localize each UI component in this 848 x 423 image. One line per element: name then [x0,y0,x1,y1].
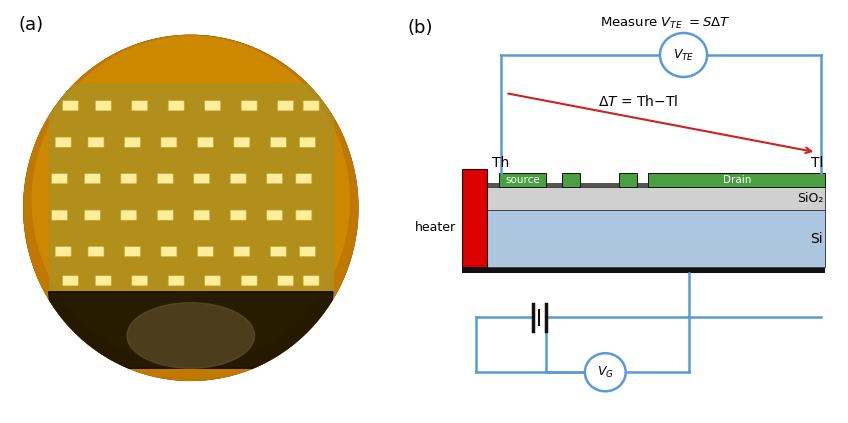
FancyBboxPatch shape [619,173,637,187]
Text: (a): (a) [19,16,44,33]
FancyBboxPatch shape [95,101,111,111]
Text: $V_{TE}$: $V_{TE}$ [672,47,695,63]
FancyBboxPatch shape [95,276,111,286]
FancyBboxPatch shape [120,210,137,220]
Circle shape [585,353,626,391]
FancyBboxPatch shape [462,183,825,187]
FancyBboxPatch shape [88,247,104,257]
FancyBboxPatch shape [230,173,246,184]
Polygon shape [48,292,333,368]
FancyBboxPatch shape [299,247,315,257]
FancyBboxPatch shape [649,173,825,187]
Text: Si: Si [811,232,823,246]
Text: (b): (b) [408,19,433,37]
FancyBboxPatch shape [277,101,293,111]
Circle shape [660,33,707,77]
FancyBboxPatch shape [157,173,173,184]
FancyBboxPatch shape [462,210,825,267]
Text: Tl: Tl [811,156,823,170]
FancyBboxPatch shape [499,173,546,187]
FancyBboxPatch shape [296,210,312,220]
Text: $V_G$: $V_G$ [597,365,614,380]
FancyBboxPatch shape [63,276,79,286]
FancyBboxPatch shape [52,210,68,220]
FancyBboxPatch shape [84,210,100,220]
Text: Drain: Drain [722,175,751,185]
FancyBboxPatch shape [296,173,312,184]
FancyBboxPatch shape [562,173,580,187]
FancyBboxPatch shape [271,247,287,257]
FancyBboxPatch shape [271,137,287,147]
Polygon shape [8,29,373,394]
FancyBboxPatch shape [241,276,257,286]
FancyBboxPatch shape [55,137,71,147]
FancyBboxPatch shape [193,173,209,184]
FancyBboxPatch shape [266,210,282,220]
Polygon shape [48,84,333,292]
FancyBboxPatch shape [157,210,173,220]
FancyBboxPatch shape [125,137,141,147]
FancyBboxPatch shape [204,276,220,286]
FancyBboxPatch shape [52,173,68,184]
FancyBboxPatch shape [168,101,184,111]
FancyBboxPatch shape [303,276,319,286]
FancyBboxPatch shape [303,101,319,111]
FancyBboxPatch shape [198,137,214,147]
FancyBboxPatch shape [234,137,250,147]
FancyBboxPatch shape [55,247,71,257]
FancyBboxPatch shape [193,210,209,220]
FancyBboxPatch shape [462,169,488,267]
Text: heater: heater [415,221,455,233]
FancyBboxPatch shape [88,137,104,147]
FancyBboxPatch shape [125,247,141,257]
FancyBboxPatch shape [234,247,250,257]
Text: source: source [505,175,540,185]
FancyBboxPatch shape [230,210,246,220]
Text: Measure $V_{TE}$ $=S\Delta T$: Measure $V_{TE}$ $=S\Delta T$ [600,16,731,31]
Text: SiO₂: SiO₂ [796,192,823,205]
FancyBboxPatch shape [266,173,282,184]
Ellipse shape [32,36,349,365]
FancyBboxPatch shape [84,173,100,184]
FancyBboxPatch shape [241,101,257,111]
FancyBboxPatch shape [299,137,315,147]
FancyBboxPatch shape [161,137,177,147]
Text: $\Delta T$ = Th$-$Tl: $\Delta T$ = Th$-$Tl [598,94,678,109]
FancyBboxPatch shape [462,267,825,273]
FancyBboxPatch shape [120,173,137,184]
FancyBboxPatch shape [168,276,184,286]
FancyBboxPatch shape [204,101,220,111]
FancyBboxPatch shape [131,276,148,286]
FancyBboxPatch shape [161,247,177,257]
FancyBboxPatch shape [63,101,79,111]
Polygon shape [48,84,333,292]
FancyBboxPatch shape [462,187,825,210]
FancyBboxPatch shape [131,101,148,111]
FancyBboxPatch shape [277,276,293,286]
Ellipse shape [23,35,359,381]
FancyBboxPatch shape [198,247,214,257]
Ellipse shape [127,303,254,368]
Text: Th: Th [493,156,510,170]
